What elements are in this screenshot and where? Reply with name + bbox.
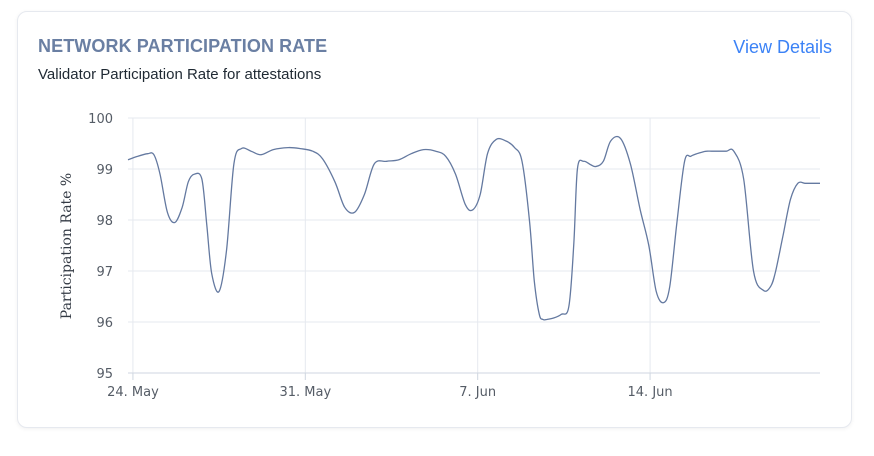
x-tick-label: 24. May xyxy=(107,385,159,400)
y-tick-label: 100 xyxy=(88,112,113,127)
x-tick-label: 7. Jun xyxy=(459,385,496,400)
y-tick-label: 99 xyxy=(96,163,113,178)
axis-layer: 95 96 97 98 99 100 24. May 31. May 7. Jun 14. Jun xyxy=(88,112,820,400)
y-tick-label: 96 xyxy=(96,316,113,331)
view-details-link[interactable]: View Details xyxy=(733,37,832,57)
y-tick-label: 97 xyxy=(96,265,113,280)
participation-rate-line xyxy=(127,135,820,321)
x-tick-label: 31. May xyxy=(279,385,331,400)
x-tick-label: 14. Jun xyxy=(628,385,673,400)
y-tick-label: 95 xyxy=(96,367,113,382)
y-axis-label: Participation Rate % xyxy=(59,173,75,319)
card-title: NETWORK PARTICIPATION RATE xyxy=(38,36,328,56)
card-subtitle: Validator Participation Rate for attesta… xyxy=(38,66,322,83)
grid-layer xyxy=(128,117,820,374)
y-tick-label: 98 xyxy=(96,214,113,229)
